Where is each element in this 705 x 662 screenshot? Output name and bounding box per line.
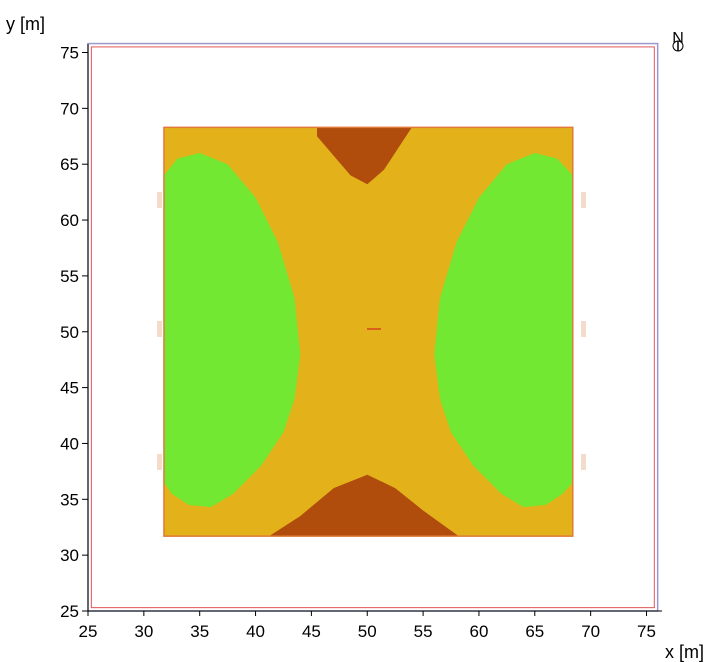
marker-left-top bbox=[157, 192, 162, 208]
x-tick-label-75: 75 bbox=[637, 622, 656, 641]
y-tick-label-75: 75 bbox=[60, 44, 79, 63]
y-tick-label-25: 25 bbox=[60, 602, 79, 621]
low-level-region-right bbox=[434, 153, 573, 508]
north-arrow-icon: N bbox=[672, 30, 684, 52]
x-axis-title: x [m] bbox=[665, 642, 704, 662]
x-tick-label-25: 25 bbox=[79, 622, 98, 641]
marker-left-mid bbox=[157, 321, 162, 337]
y-tick-label-65: 65 bbox=[60, 155, 79, 174]
y-tick-label-55: 55 bbox=[60, 267, 79, 286]
marker-right-bottom bbox=[581, 454, 586, 470]
y-tick-label-45: 45 bbox=[60, 379, 79, 398]
y-tick-label-50: 50 bbox=[60, 323, 79, 342]
y-tick-label-60: 60 bbox=[60, 211, 79, 230]
x-tick-label-40: 40 bbox=[246, 622, 265, 641]
x-axis-ticks: 25 30 35 40 45 50 55 60 65 70 75 bbox=[79, 611, 656, 641]
calculation-area-border bbox=[163, 126, 574, 537]
y-axis-ticks: 25 30 35 40 45 50 55 60 65 70 75 bbox=[60, 44, 88, 621]
marker-right-top bbox=[581, 192, 586, 208]
y-axis-title: y [m] bbox=[6, 14, 45, 34]
x-tick-label-50: 50 bbox=[358, 622, 377, 641]
y-tick-label-30: 30 bbox=[60, 546, 79, 565]
y-tick-label-70: 70 bbox=[60, 99, 79, 118]
y-tick-label-40: 40 bbox=[60, 434, 79, 453]
high-level-region-top bbox=[317, 127, 418, 185]
y-tick-label-35: 35 bbox=[60, 490, 79, 509]
inner-boundary bbox=[90, 46, 655, 609]
x-tick-label-45: 45 bbox=[302, 622, 321, 641]
high-level-region-bottom bbox=[269, 474, 459, 537]
x-tick-label-65: 65 bbox=[525, 622, 544, 641]
low-level-region-left bbox=[164, 153, 301, 508]
marker-left-bottom bbox=[157, 454, 162, 470]
x-tick-label-35: 35 bbox=[190, 622, 209, 641]
x-tick-label-30: 30 bbox=[134, 622, 153, 641]
marker-right-mid bbox=[581, 321, 586, 337]
north-label: N bbox=[672, 30, 684, 47]
x-tick-label-60: 60 bbox=[469, 622, 488, 641]
x-tick-label-55: 55 bbox=[414, 622, 433, 641]
x-tick-label-70: 70 bbox=[581, 622, 600, 641]
